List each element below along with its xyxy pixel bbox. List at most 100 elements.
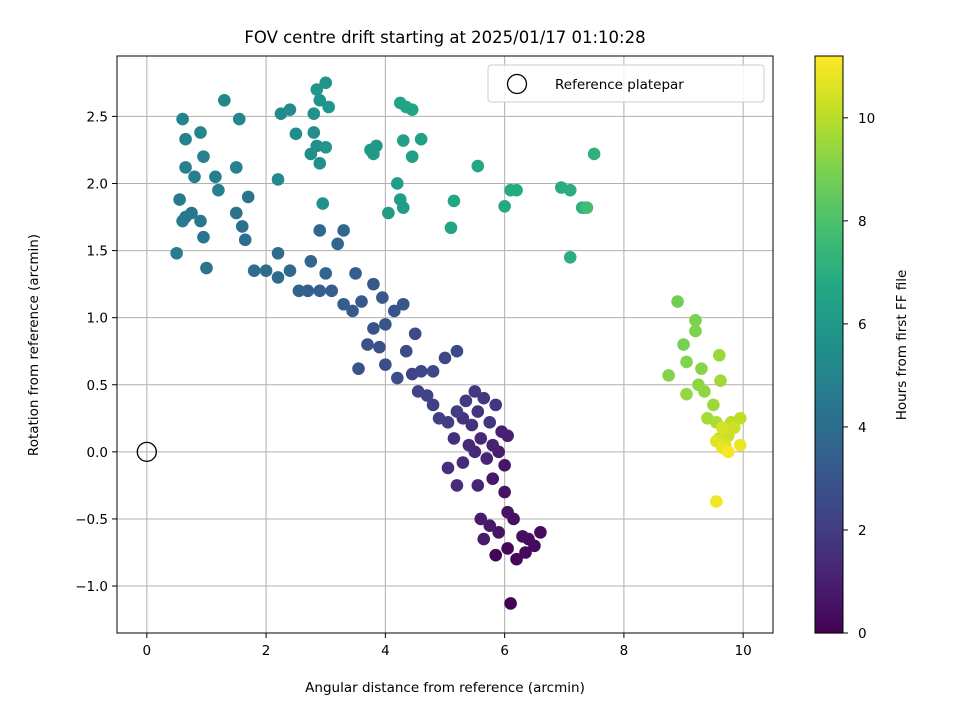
colorbar-segment-59 — [815, 344, 843, 350]
colorbar-segment-66 — [815, 310, 843, 317]
colorbar-tick-label-0: 0 — [858, 626, 867, 642]
legend-entry-reference-platepar: Reference platepar — [555, 77, 684, 93]
colorbar-segment-44 — [815, 416, 843, 423]
colorbar-segment-23 — [815, 517, 843, 524]
colorbar-segment-70 — [815, 291, 843, 298]
colorbar-segment-25 — [815, 507, 843, 514]
data-point-96 — [229, 161, 243, 174]
plot-area: 0 2 4 6 8 10 −1.0 −0.5 0.0 0.5 1.0 1.5 2.0 2.5 — [75, 55, 774, 659]
colorbar-segment-82 — [815, 233, 843, 240]
data-point-3 — [510, 552, 523, 566]
data-point-36 — [477, 391, 491, 405]
data-point-82 — [235, 220, 249, 233]
data-point-137 — [510, 183, 523, 197]
data-point-65 — [337, 297, 350, 311]
data-point-17 — [474, 512, 488, 526]
colorbar-segment-80 — [815, 243, 843, 249]
data-point-42 — [426, 398, 440, 412]
data-point-14 — [486, 472, 500, 485]
data-point-86 — [197, 230, 210, 244]
data-point-155 — [713, 348, 726, 362]
colorbar-tick-label-5: 10 — [858, 111, 875, 127]
colorbar-segment-85 — [815, 219, 843, 225]
data-point-118 — [319, 140, 333, 154]
y-tick-label-6: 2.0 — [87, 176, 108, 192]
colorbar-segment-20 — [815, 532, 843, 538]
data-point-20 — [495, 425, 508, 439]
colorbar-segment-111 — [815, 94, 843, 100]
colorbar-segment-108 — [815, 108, 843, 115]
data-point-145 — [671, 295, 684, 308]
colorbar-segment-26 — [815, 503, 843, 509]
data-point-71 — [304, 255, 318, 268]
data-point-74 — [337, 224, 350, 237]
colorbar-segment-109 — [815, 104, 843, 110]
colorbar-segment-94 — [815, 176, 843, 182]
x-tick-label-4: 8 — [620, 643, 629, 659]
data-point-57 — [367, 322, 380, 335]
colorbar-segment-57 — [815, 354, 843, 360]
data-point-107 — [289, 127, 303, 141]
colorbar-segment-1 — [815, 623, 843, 629]
colorbar-segment-86 — [815, 214, 843, 221]
colorbar-segment-14 — [815, 560, 843, 567]
colorbar-label: Hours from first FF file — [894, 270, 910, 421]
data-point-94 — [209, 170, 222, 184]
colorbar-segment-101 — [815, 142, 843, 148]
colorbar-segment-53 — [815, 373, 843, 379]
colorbar-segment-0 — [815, 628, 843, 634]
colorbar-segment-68 — [815, 301, 843, 307]
colorbar-segment-5 — [815, 604, 843, 610]
data-point-2 — [501, 542, 514, 555]
data-point-59 — [388, 304, 401, 318]
data-point-16 — [477, 532, 491, 546]
colorbar-segment-105 — [815, 123, 843, 129]
data-point-46 — [414, 365, 428, 378]
data-point-58 — [379, 318, 392, 331]
data-point-22 — [480, 452, 494, 465]
colorbar-segment-81 — [815, 238, 843, 245]
colorbar-segment-8 — [815, 589, 843, 596]
data-point-27 — [456, 456, 470, 469]
data-point-121 — [367, 147, 380, 161]
data-point-106 — [283, 103, 297, 116]
x-tick-label-2: 4 — [381, 643, 390, 659]
colorbar-segment-100 — [815, 147, 843, 153]
data-point-30 — [447, 432, 461, 445]
data-point-28 — [450, 479, 464, 492]
colorbar-segment-102 — [815, 137, 843, 144]
data-point-37 — [468, 385, 482, 398]
colorbar-segment-27 — [815, 498, 843, 504]
colorbar-tick-label-1: 2 — [858, 523, 867, 539]
data-point-139 — [563, 183, 577, 197]
data-point-33 — [471, 405, 485, 418]
colorbar-segment-118 — [815, 60, 843, 67]
y-tick-label-7: 2.5 — [87, 109, 108, 125]
colorbar: 0 2 4 6 8 10 — [814, 55, 875, 642]
colorbar-segment-119 — [815, 56, 843, 62]
colorbar-segment-45 — [815, 411, 843, 418]
colorbar-segment-35 — [815, 459, 843, 466]
data-point-26 — [462, 438, 476, 452]
data-point-117 — [310, 83, 324, 96]
colorbar-segment-17 — [815, 546, 843, 552]
data-point-122 — [382, 206, 395, 220]
colorbar-segment-97 — [815, 161, 843, 168]
data-point-140 — [563, 250, 577, 264]
data-point-112 — [316, 197, 330, 210]
data-point-143 — [587, 147, 601, 161]
colorbar-segment-87 — [815, 209, 843, 216]
colorbar-segment-91 — [815, 190, 843, 197]
data-point-67 — [325, 284, 338, 298]
data-point-144 — [580, 201, 594, 214]
colorbar-segment-24 — [815, 512, 843, 519]
colorbar-segment-84 — [815, 224, 843, 230]
data-point-103 — [232, 112, 246, 126]
colorbar-tick-label-3: 6 — [858, 317, 867, 333]
data-point-166 — [716, 421, 729, 434]
colorbar-segment-63 — [815, 325, 843, 331]
y-tick-label-2: 0.0 — [87, 445, 108, 461]
colorbar-segment-22 — [815, 522, 843, 528]
colorbar-segment-19 — [815, 536, 843, 543]
legend-box — [487, 64, 765, 103]
